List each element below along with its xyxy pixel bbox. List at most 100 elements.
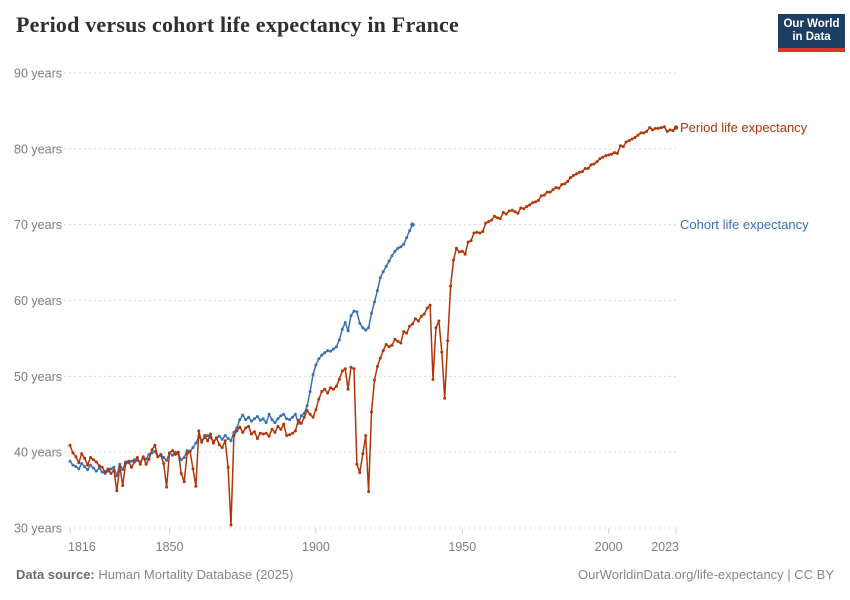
data-point bbox=[334, 384, 338, 388]
data-point bbox=[302, 415, 306, 419]
data-point bbox=[267, 412, 271, 416]
data-point bbox=[598, 157, 602, 161]
data-point bbox=[457, 250, 461, 254]
data-point bbox=[97, 464, 101, 468]
data-point bbox=[639, 131, 643, 135]
data-point bbox=[293, 412, 297, 416]
data-point bbox=[109, 471, 113, 475]
data-point bbox=[83, 456, 87, 460]
data-point bbox=[607, 153, 611, 157]
data-point bbox=[618, 144, 622, 148]
data-point bbox=[94, 469, 98, 473]
data-point bbox=[138, 462, 142, 466]
data-point bbox=[305, 404, 309, 408]
data-point bbox=[399, 341, 403, 345]
data-point bbox=[179, 471, 183, 475]
data-point bbox=[223, 434, 227, 437]
data-point bbox=[615, 151, 619, 155]
data-point bbox=[220, 437, 224, 441]
data-point bbox=[112, 465, 116, 469]
data-point bbox=[235, 426, 239, 430]
data-point bbox=[118, 462, 122, 466]
data-point bbox=[206, 434, 210, 437]
series-line-period-life-expectancy[interactable] bbox=[69, 126, 677, 526]
data-point bbox=[165, 459, 169, 462]
data-point bbox=[466, 240, 470, 244]
y-axis-tick-label: 30 years bbox=[14, 522, 62, 536]
data-point bbox=[554, 186, 558, 189]
data-point bbox=[370, 311, 373, 315]
series-label-cohort-life-expectancy[interactable]: Cohort life expectancy bbox=[680, 217, 809, 232]
data-point bbox=[410, 222, 415, 227]
data-point bbox=[171, 449, 174, 453]
data-point bbox=[501, 211, 505, 214]
data-point bbox=[109, 467, 113, 471]
owid-logo[interactable]: Our World in Data bbox=[778, 14, 845, 52]
data-point bbox=[542, 193, 546, 197]
data-point bbox=[624, 140, 628, 144]
data-point bbox=[361, 452, 365, 456]
data-point bbox=[367, 326, 371, 330]
data-point bbox=[648, 126, 652, 130]
credit-link[interactable]: OurWorldinData.org/life-expectancy | CC … bbox=[577, 567, 834, 582]
data-point bbox=[299, 421, 303, 425]
data-point bbox=[83, 465, 87, 469]
data-point bbox=[361, 326, 365, 330]
series-period-life-expectancy[interactable]: Period life expectancy bbox=[68, 120, 808, 527]
data-point bbox=[560, 183, 564, 186]
data-point bbox=[203, 434, 207, 437]
data-point bbox=[481, 230, 485, 233]
data-point bbox=[425, 306, 429, 310]
x-axis-tick-label: 1816 bbox=[68, 540, 96, 554]
data-point bbox=[89, 456, 92, 459]
data-point bbox=[340, 369, 344, 373]
data-point bbox=[311, 415, 315, 419]
y-axis-tick-label: 90 years bbox=[14, 67, 62, 81]
data-point bbox=[153, 443, 157, 447]
series-cohort-life-expectancy[interactable]: Cohort life expectancy bbox=[68, 217, 810, 478]
data-point bbox=[627, 139, 631, 142]
data-point bbox=[91, 466, 95, 470]
data-point bbox=[77, 467, 81, 471]
data-point bbox=[449, 284, 453, 288]
data-point bbox=[115, 474, 119, 478]
series-line-cohort-life-expectancy[interactable] bbox=[69, 223, 414, 477]
data-point bbox=[132, 460, 136, 464]
data-point bbox=[130, 465, 133, 469]
data-point bbox=[100, 465, 104, 469]
data-point bbox=[490, 218, 494, 222]
data-point bbox=[340, 327, 344, 331]
data-point bbox=[273, 421, 277, 425]
data-point bbox=[334, 345, 338, 349]
data-point bbox=[402, 330, 406, 334]
data-point bbox=[80, 462, 84, 465]
data-point bbox=[238, 418, 242, 422]
data-point bbox=[305, 409, 309, 412]
data-point bbox=[326, 391, 330, 395]
data-point bbox=[349, 314, 353, 318]
series-label-period-life-expectancy[interactable]: Period life expectancy bbox=[680, 120, 808, 135]
data-point bbox=[633, 136, 637, 139]
data-point bbox=[77, 461, 81, 465]
data-point bbox=[332, 387, 335, 391]
chart-footer: Data source: Human Mortality Database (2… bbox=[16, 567, 834, 582]
data-point bbox=[255, 437, 259, 440]
data-point bbox=[373, 300, 376, 304]
data-point bbox=[469, 239, 473, 243]
data-point bbox=[405, 331, 409, 335]
data-point bbox=[548, 190, 552, 194]
data-point bbox=[179, 458, 183, 462]
data-point bbox=[229, 439, 233, 443]
data-point bbox=[241, 430, 245, 434]
data-point bbox=[413, 317, 417, 321]
data-point bbox=[156, 455, 160, 459]
data-point bbox=[589, 163, 593, 167]
data-point bbox=[270, 427, 274, 431]
data-point bbox=[244, 426, 248, 430]
data-point bbox=[314, 408, 318, 412]
data-point bbox=[258, 418, 262, 422]
data-point bbox=[273, 430, 277, 434]
data-point bbox=[74, 465, 78, 469]
data-point bbox=[200, 440, 204, 444]
